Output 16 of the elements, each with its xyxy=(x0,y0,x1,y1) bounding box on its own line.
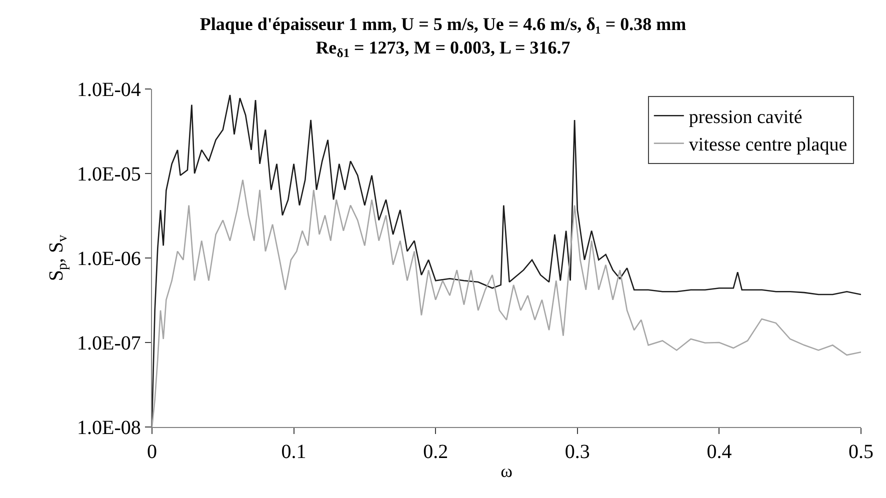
x-tick-label: 0.5 xyxy=(848,441,874,464)
x-tick-label: 0.2 xyxy=(423,441,448,464)
x-axis-title: ω xyxy=(500,461,513,482)
y-tick-label: 1.0E-07 xyxy=(77,332,141,354)
chart-title: Plaque d'épaisseur 1 mm, U = 5 m/s, Ue = 4.6 m/s, δ₁ = 0.38 mm Re$_{δ1}$ = 1273, M = 0.003, L = 316.7 xyxy=(200,14,686,60)
x-tick-label: 0.1 xyxy=(281,441,306,464)
y-tick-label: 1.0E-04 xyxy=(77,79,141,101)
legend-label: pression cavité xyxy=(688,107,802,128)
y-tick-label: 1.0E-05 xyxy=(77,164,141,186)
y-tick-label: 1.0E-06 xyxy=(77,248,141,270)
x-tick-label: 0 xyxy=(147,441,157,464)
legend-label: vitesse centre plaque xyxy=(688,134,848,156)
x-tick-label: 0.3 xyxy=(564,441,590,464)
line-series xyxy=(152,94,861,421)
x-tick-label: 0.4 xyxy=(706,441,732,464)
y-tick-label: 1.0E-08 xyxy=(77,417,141,439)
